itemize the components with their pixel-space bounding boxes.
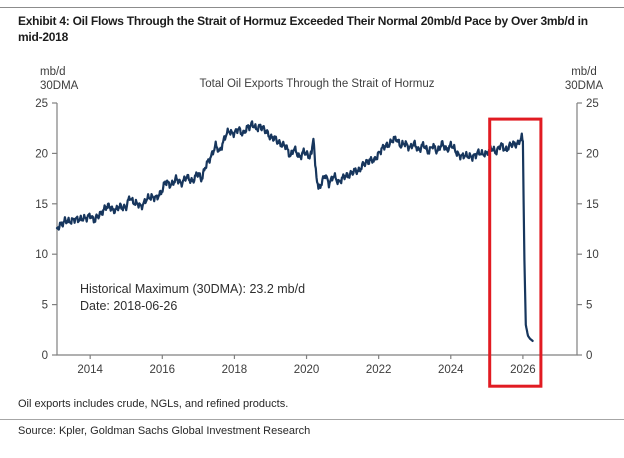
oil-exports-line bbox=[55, 120, 534, 342]
y-axis-unit-left-line1: mb/d bbox=[40, 66, 66, 78]
y-tick-label-right: 15 bbox=[586, 199, 599, 211]
annotation-line1: Historical Maximum (30DMA): 23.2 mb/d bbox=[80, 282, 306, 296]
y-tick-label-right: 25 bbox=[586, 98, 599, 110]
y-axis-unit-left-line2: 30DMA bbox=[40, 80, 79, 92]
highlight-box bbox=[488, 117, 543, 388]
annotation-line2: Date: 2018-06-26 bbox=[80, 299, 178, 313]
chart-title: Total Oil Exports Through the Strait of … bbox=[199, 78, 435, 90]
y-tick-label-left: 5 bbox=[42, 300, 48, 312]
axis-spines bbox=[56, 103, 578, 356]
y-tick-label-left: 20 bbox=[35, 148, 48, 160]
source-line: Source: Kpler, Goldman Sachs Global Inve… bbox=[18, 425, 311, 437]
y-axis-unit-left: mb/d 30DMA bbox=[40, 65, 78, 93]
top-divider bbox=[0, 7, 624, 8]
y-tick-label-right: 20 bbox=[586, 148, 599, 160]
y-tick-label-left: 0 bbox=[42, 350, 48, 362]
x-tick-label: 2018 bbox=[222, 364, 248, 376]
y-tick-label-right: 5 bbox=[586, 300, 592, 312]
x-tick-label: 2026 bbox=[510, 364, 536, 376]
y-tick-label-right: 10 bbox=[586, 249, 599, 261]
y-axis-unit-right-line2: 30DMA bbox=[564, 80, 604, 92]
historical-max-annotation: Historical Maximum (30DMA): 23.2 mb/d Da… bbox=[80, 281, 305, 315]
x-tick-label: 2022 bbox=[366, 364, 392, 376]
x-tick-label: 2014 bbox=[77, 364, 103, 376]
y-tick-label-left: 25 bbox=[35, 98, 48, 110]
x-tick-label: 2024 bbox=[438, 364, 464, 376]
y-tick-label-right: 0 bbox=[586, 350, 592, 362]
x-tick-label: 2016 bbox=[150, 364, 176, 376]
y-tick-label-left: 10 bbox=[35, 249, 48, 261]
y-axis-unit-right: mb/d 30DMA bbox=[560, 65, 608, 93]
y-tick-label-left: 15 bbox=[35, 199, 48, 211]
exhibit-title: Exhibit 4: Oil Flows Through the Strait … bbox=[18, 14, 588, 44]
footer-divider bbox=[0, 419, 624, 420]
x-tick-label: 2020 bbox=[294, 364, 320, 376]
y-axis-unit-right-line1: mb/d bbox=[571, 66, 597, 78]
chart-footnote: Oil exports includes crude, NGLs, and re… bbox=[18, 398, 289, 410]
